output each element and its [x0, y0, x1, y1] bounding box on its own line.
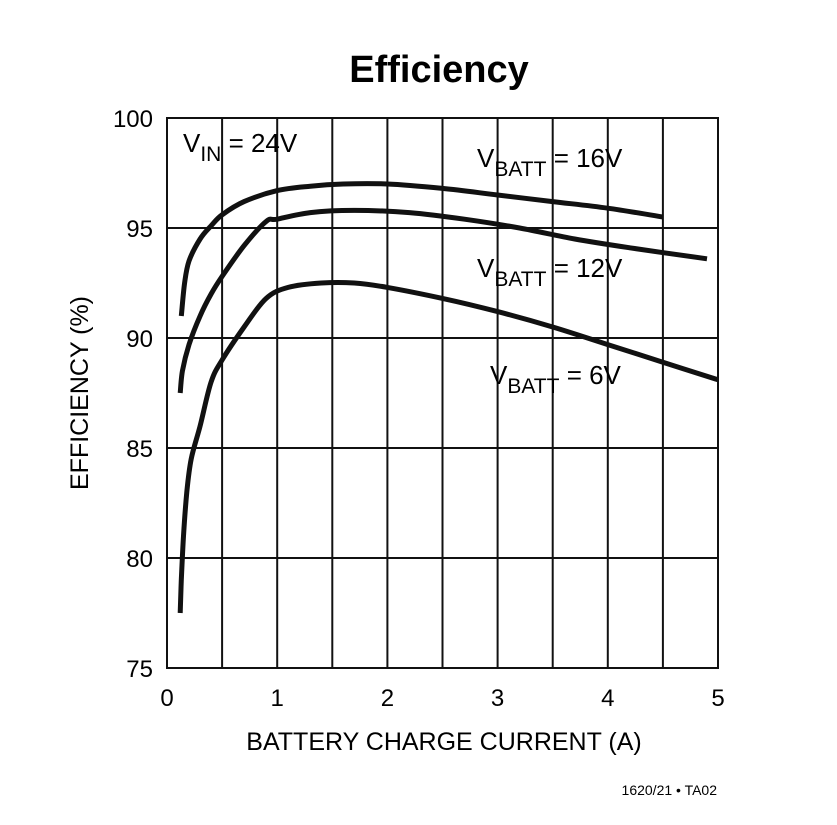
series-label-main: V	[477, 143, 495, 173]
condition-label-sub: IN	[200, 143, 221, 166]
series-label-rest: = 6V	[559, 360, 621, 390]
y-tick-label: 75	[126, 656, 153, 683]
series-label-vbatt-16v: VBATT = 16V	[477, 143, 623, 181]
curves	[177, 181, 719, 614]
x-tick-label: 0	[160, 685, 173, 712]
y-tick-label: 85	[126, 436, 153, 463]
curve-vbatt-12v	[177, 207, 708, 394]
condition-label-main: V	[183, 128, 201, 158]
x-tick-label: 2	[381, 685, 394, 712]
series-label-rest: = 12V	[546, 253, 623, 283]
chart-title: Efficiency	[349, 49, 529, 91]
figure-id: 1620/21 • TA02	[622, 782, 718, 798]
series-label-sub: BATT	[494, 268, 546, 291]
series-label-vbatt-12v: VBATT = 12V	[477, 253, 623, 291]
curve-vbatt-16v	[178, 181, 664, 317]
x-tick-label: 3	[491, 685, 504, 712]
x-axis-label: BATTERY CHARGE CURRENT (A)	[246, 728, 641, 756]
series-label-sub: BATT	[494, 158, 546, 181]
series-label-main: V	[490, 360, 508, 390]
series-label-vbatt-6v: VBATT = 6V	[490, 360, 622, 398]
y-tick-label: 100	[113, 106, 153, 133]
x-tick-label: 1	[271, 685, 284, 712]
y-tick-label: 95	[126, 216, 153, 243]
y-tick-label: 80	[126, 546, 153, 573]
condition-label-rest: = 24V	[221, 128, 298, 158]
x-tick-label: 5	[711, 685, 724, 712]
series-label-sub: BATT	[507, 375, 559, 398]
x-tick-labels: 0 1 2 3 4 5	[160, 685, 724, 712]
plot-frame	[166, 117, 719, 669]
y-tick-label: 90	[126, 326, 153, 353]
y-tick-labels: 75 80 85 90 95 100	[113, 106, 153, 683]
series-label-rest: = 16V	[546, 143, 623, 173]
series-label-main: V	[477, 253, 495, 283]
x-tick-label: 4	[601, 685, 614, 712]
curve-vbatt-6v	[177, 279, 719, 614]
condition-label: VIN = 24V	[183, 128, 298, 166]
y-axis-label: EFFICIENCY (%)	[66, 296, 94, 490]
